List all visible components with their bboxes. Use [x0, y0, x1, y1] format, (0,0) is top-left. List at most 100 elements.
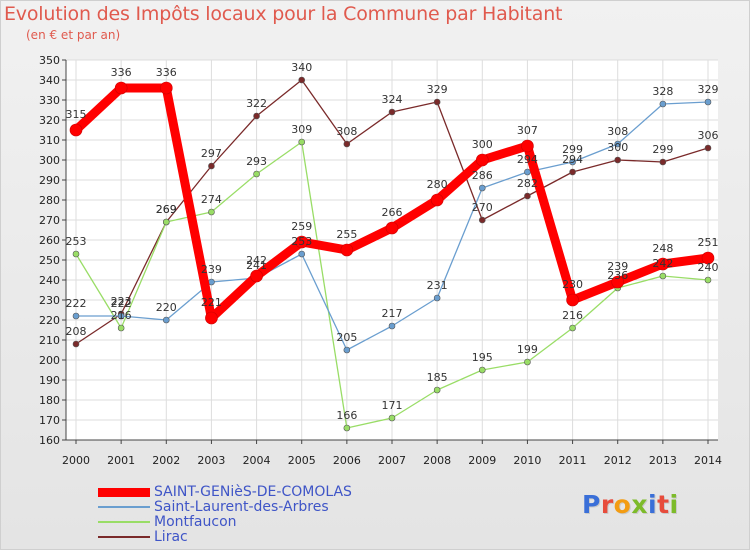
logo-letter: t	[657, 490, 670, 519]
data-label: 253	[66, 235, 87, 248]
data-label: 221	[201, 296, 222, 309]
y-tick-label: 230	[39, 294, 60, 307]
data-point	[524, 168, 531, 176]
logo-letter: o	[613, 490, 632, 519]
data-label: 185	[427, 371, 448, 384]
data-point	[704, 98, 712, 106]
data-label: 208	[66, 325, 87, 338]
data-point	[117, 312, 125, 320]
data-point	[614, 140, 622, 148]
proxiti-logo: Proxiti	[582, 490, 679, 519]
y-tick-label: 160	[39, 434, 60, 447]
data-point	[298, 76, 306, 84]
data-point	[72, 250, 80, 258]
legend-swatch	[98, 506, 150, 508]
data-label: 293	[246, 155, 267, 168]
data-label: 231	[427, 279, 448, 292]
y-tick-label: 220	[39, 314, 60, 327]
y-tick-label: 170	[39, 414, 60, 427]
data-label: 329	[698, 83, 719, 96]
chart-subtitle: (en € et par an)	[26, 28, 121, 42]
logo-letter: P	[582, 490, 601, 519]
x-tick-label: 2010	[513, 454, 541, 467]
logo-letter: x	[631, 490, 648, 519]
data-label: 236	[607, 269, 628, 282]
data-label: 294	[517, 153, 538, 166]
data-label: 240	[698, 261, 719, 274]
data-point	[298, 250, 306, 258]
data-point	[433, 386, 441, 394]
data-label: 309	[291, 123, 312, 136]
data-label: 251	[698, 236, 719, 249]
data-point	[388, 108, 396, 116]
data-point	[162, 316, 170, 324]
data-point	[343, 424, 351, 432]
data-point	[704, 276, 712, 284]
data-label: 242	[246, 254, 267, 267]
data-point	[253, 170, 260, 178]
logo-letter: r	[600, 490, 614, 519]
data-label: 299	[652, 143, 673, 156]
data-point	[340, 243, 354, 257]
x-tick-label: 2004	[243, 454, 271, 467]
data-point	[656, 257, 670, 271]
data-label: 230	[562, 278, 583, 291]
y-tick-label: 270	[39, 214, 60, 227]
data-point	[659, 272, 667, 280]
x-tick-label: 2011	[559, 454, 587, 467]
data-point	[69, 123, 83, 137]
data-point	[159, 81, 173, 95]
data-point	[521, 139, 534, 153]
chart-title: Evolution des Impôts locaux pour la Comm…	[4, 3, 563, 25]
data-label: 239	[201, 263, 222, 276]
data-point	[117, 324, 125, 332]
x-tick-label: 2013	[649, 454, 677, 467]
data-label: 280	[427, 178, 448, 191]
y-tick-label: 340	[39, 74, 60, 87]
y-tick-label: 290	[39, 174, 60, 187]
legend-label: SAINT-GENièS-DE-COMOLAS	[154, 484, 352, 500]
data-label: 205	[336, 331, 357, 344]
data-point	[250, 269, 263, 283]
data-label: 274	[201, 193, 222, 206]
data-label: 223	[111, 295, 132, 308]
data-point	[72, 312, 80, 320]
data-point	[343, 346, 351, 354]
data-label: 259	[291, 220, 312, 233]
y-tick-label: 240	[39, 274, 60, 287]
data-label: 269	[156, 203, 177, 216]
data-label: 241	[246, 259, 267, 272]
data-point	[72, 340, 80, 348]
data-point	[205, 311, 218, 325]
data-point	[208, 162, 215, 170]
y-tick-label: 200	[39, 354, 60, 367]
data-point	[162, 218, 170, 226]
x-tick-label: 2009	[468, 454, 496, 467]
data-point	[478, 366, 486, 374]
data-point	[659, 158, 667, 166]
data-point	[430, 193, 444, 207]
y-tick-label: 330	[39, 94, 60, 107]
data-label: 195	[472, 351, 493, 364]
data-point	[569, 324, 576, 332]
legend-label: Lirac	[154, 529, 188, 545]
data-label: 270	[472, 201, 493, 214]
y-tick-label: 180	[39, 394, 60, 407]
y-tick-label: 250	[39, 254, 60, 267]
x-tick-label: 2014	[694, 454, 722, 467]
legend-label: Saint-Laurent-des-Arbres	[154, 499, 329, 515]
data-label: 255	[336, 228, 357, 241]
y-tick-label: 300	[39, 154, 60, 167]
data-label: 248	[652, 242, 673, 255]
data-label: 171	[382, 399, 403, 412]
data-label: 322	[246, 97, 267, 110]
data-point	[114, 81, 128, 95]
x-tick-label: 2008	[423, 454, 451, 467]
data-label: 308	[336, 125, 357, 138]
y-tick-label: 320	[39, 114, 60, 127]
data-point	[343, 140, 351, 148]
data-label: 336	[111, 66, 132, 79]
data-label: 308	[607, 125, 628, 138]
data-point	[566, 293, 579, 307]
data-label: 306	[698, 129, 719, 142]
